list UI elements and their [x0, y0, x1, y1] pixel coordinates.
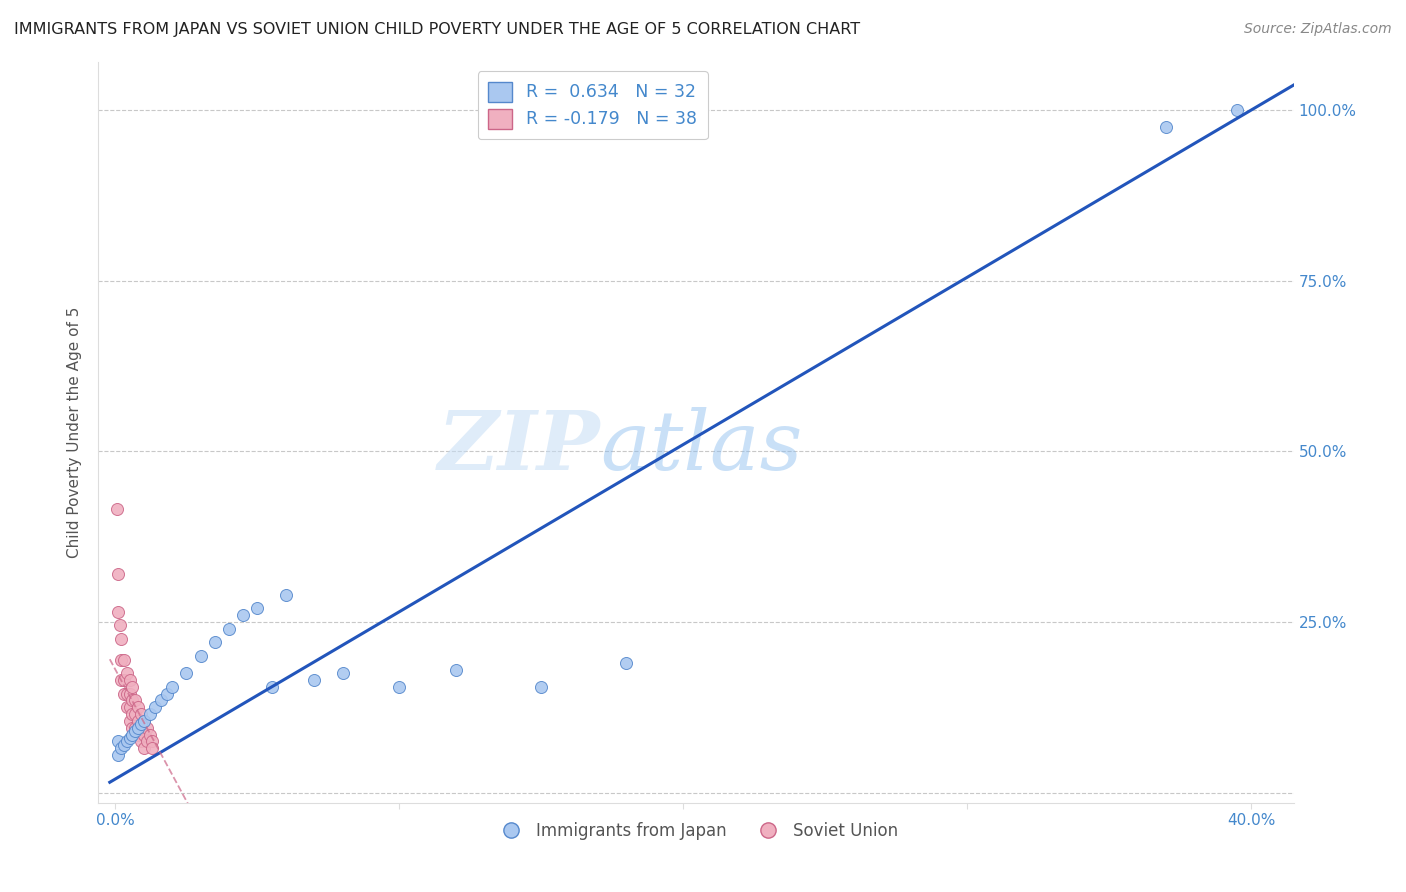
Point: [121, 693, 143, 707]
Point: [141, 734, 163, 748]
Point: [107, 747, 129, 762]
Point: [112, 673, 135, 687]
Legend: Immigrants from Japan, Soviet Union: Immigrants from Japan, Soviet Union: [488, 815, 904, 847]
Point: [132, 714, 155, 728]
Point: [149, 693, 172, 707]
Point: [129, 717, 152, 731]
Point: [124, 707, 146, 722]
Point: [110, 673, 132, 687]
Text: IMMIGRANTS FROM JAPAN VS SOVIET UNION CHILD POVERTY UNDER THE AGE OF 5 CORRELATI: IMMIGRANTS FROM JAPAN VS SOVIET UNION CH…: [14, 22, 860, 37]
Point: [112, 738, 135, 752]
Point: [246, 601, 269, 615]
Point: [1226, 103, 1249, 118]
Point: [132, 741, 155, 756]
Point: [388, 680, 411, 694]
Point: [260, 680, 283, 694]
Point: [616, 656, 638, 670]
Point: [110, 741, 132, 756]
Point: [129, 734, 152, 748]
Point: [232, 608, 254, 623]
Point: [160, 680, 183, 694]
Point: [124, 724, 146, 739]
Point: [121, 707, 143, 722]
Point: [302, 673, 325, 687]
Point: [115, 666, 138, 681]
Point: [1154, 120, 1177, 135]
Point: [112, 687, 135, 701]
Point: [118, 700, 141, 714]
Point: [105, 502, 128, 516]
Point: [190, 649, 212, 664]
Point: [124, 721, 146, 735]
Text: Source: ZipAtlas.com: Source: ZipAtlas.com: [1244, 22, 1392, 37]
Point: [444, 663, 467, 677]
Point: [530, 680, 553, 694]
Point: [218, 622, 240, 636]
Point: [127, 714, 149, 728]
Point: [118, 687, 141, 701]
Point: [332, 666, 354, 681]
Text: ZIP: ZIP: [437, 408, 600, 487]
Point: [118, 714, 141, 728]
Point: [127, 728, 149, 742]
Point: [204, 635, 226, 649]
Point: [138, 707, 160, 722]
Point: [141, 741, 163, 756]
Point: [121, 728, 143, 742]
Point: [107, 567, 129, 582]
Point: [108, 618, 131, 632]
Point: [129, 707, 152, 722]
Point: [138, 728, 160, 742]
Point: [107, 605, 129, 619]
Point: [115, 700, 138, 714]
Point: [121, 680, 143, 694]
Point: [135, 721, 157, 735]
Point: [132, 728, 155, 742]
Text: atlas: atlas: [600, 408, 803, 487]
Point: [115, 687, 138, 701]
Point: [127, 700, 149, 714]
Point: [143, 700, 166, 714]
Point: [124, 693, 146, 707]
Point: [121, 721, 143, 735]
Point: [155, 687, 177, 701]
Point: [115, 734, 138, 748]
Point: [176, 666, 198, 681]
Point: [110, 652, 132, 666]
Point: [129, 721, 152, 735]
Y-axis label: Child Poverty Under the Age of 5: Child Poverty Under the Age of 5: [67, 307, 83, 558]
Point: [112, 652, 135, 666]
Point: [107, 734, 129, 748]
Point: [110, 632, 132, 646]
Point: [127, 721, 149, 735]
Point: [274, 588, 297, 602]
Point: [118, 731, 141, 745]
Point: [118, 673, 141, 687]
Point: [132, 714, 155, 728]
Point: [135, 734, 157, 748]
